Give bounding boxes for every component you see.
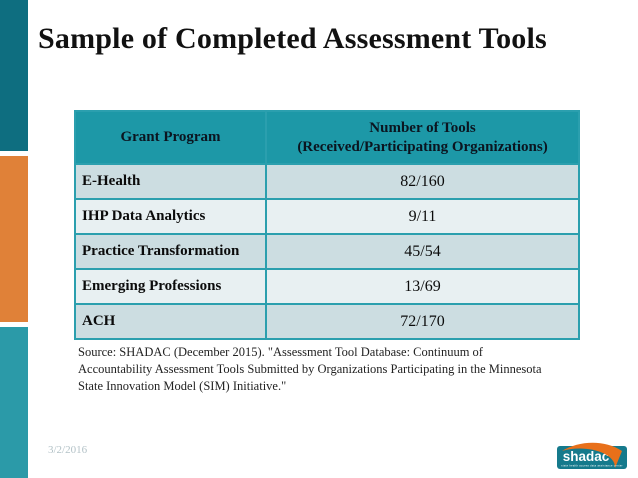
cell-program: ACH: [74, 303, 267, 340]
column-header-grant-program: Grant Program: [74, 110, 267, 165]
sidebar-accent-teal: [0, 327, 28, 478]
cell-program: E-Health: [74, 163, 267, 200]
shadac-logo: shadac state health access data assistan…: [557, 442, 627, 469]
column-header-line1: Number of Tools: [369, 119, 476, 136]
source-citation-line1: Source: SHADAC (December 2015). "Assessm…: [78, 345, 483, 359]
source-citation-line3: State Innovation Model (SIM) Initiative.…: [78, 379, 287, 393]
logo-wordmark: shadac: [563, 449, 610, 464]
cell-program: Emerging Professions: [74, 268, 267, 305]
sidebar-accent-orange: [0, 156, 28, 322]
table-row: Practice Transformation 45/54: [74, 233, 580, 270]
slide-date: 3/2/2016: [48, 444, 88, 456]
cell-tools-count: 9/11: [265, 198, 580, 235]
cell-program: IHP Data Analytics: [74, 198, 267, 235]
assessment-tools-table: Grant Program Number of Tools (Received/…: [74, 110, 580, 340]
table-row: E-Health 82/160: [74, 163, 580, 200]
table-row: IHP Data Analytics 9/11: [74, 198, 580, 235]
source-citation-line2: Accountability Assessment Tools Submitte…: [78, 362, 542, 376]
table-row: ACH 72/170: [74, 303, 580, 340]
sidebar-accent-dark-teal: [0, 0, 28, 151]
source-citation: Source: SHADAC (December 2015). "Assessm…: [78, 344, 583, 395]
logo-tagline: state health access data assistance cent…: [561, 464, 622, 468]
cell-tools-count: 72/170: [265, 303, 580, 340]
cell-tools-count: 82/160: [265, 163, 580, 200]
cell-tools-count: 45/54: [265, 233, 580, 270]
slide-title: Sample of Completed Assessment Tools: [38, 22, 547, 55]
table-header-row: Grant Program Number of Tools (Received/…: [74, 110, 580, 165]
column-header-line2: (Received/Participating Organizations): [297, 138, 548, 155]
cell-tools-count: 13/69: [265, 268, 580, 305]
table-row: Emerging Professions 13/69: [74, 268, 580, 305]
logo-swoosh-icon: [562, 442, 622, 468]
column-header-number-of-tools: Number of Tools (Received/Participating …: [265, 110, 580, 165]
cell-program: Practice Transformation: [74, 233, 267, 270]
